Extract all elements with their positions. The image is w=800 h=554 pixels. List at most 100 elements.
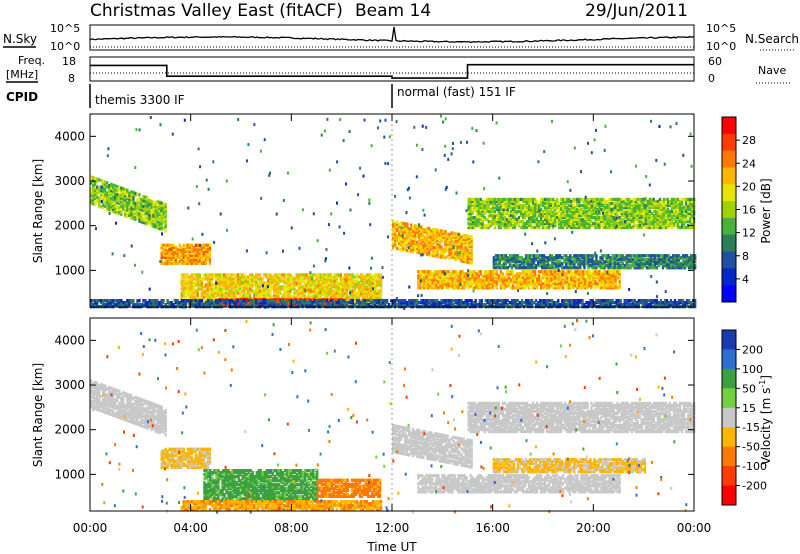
power-cell — [628, 213, 631, 218]
power-cell — [614, 209, 617, 214]
power-cell — [658, 221, 662, 226]
power-cell — [440, 235, 443, 239]
power-cell — [487, 276, 490, 280]
power-cell — [491, 207, 495, 212]
power-cell — [455, 286, 458, 290]
power-cell — [632, 211, 635, 216]
power-cell — [228, 295, 232, 299]
power-cell — [467, 209, 470, 214]
power-cell — [646, 203, 650, 208]
power-cell — [339, 283, 343, 287]
power-cell — [532, 258, 536, 262]
power-cell — [620, 209, 623, 214]
power-cell — [534, 254, 538, 258]
power-cell — [222, 281, 226, 285]
power-cell — [253, 291, 256, 295]
power-cell — [525, 272, 529, 276]
power-cell — [606, 221, 609, 226]
power-cell — [333, 289, 336, 293]
power-cell — [514, 262, 518, 266]
power-cell — [489, 286, 492, 290]
power-cell — [402, 225, 405, 230]
power-cell — [481, 203, 484, 208]
power-cell — [431, 278, 434, 282]
power-cell — [394, 240, 397, 244]
power-cell — [650, 217, 654, 222]
power-cell — [469, 225, 472, 230]
power-cell — [335, 289, 338, 293]
power-cell — [560, 203, 563, 208]
power-cell — [435, 282, 438, 286]
power-cell — [524, 266, 528, 270]
power-cell — [550, 213, 553, 218]
power-cell — [323, 293, 326, 297]
cpid-mode-1: themis 3300 IF — [95, 93, 185, 107]
power-cell — [600, 215, 603, 220]
power-cell — [648, 213, 652, 218]
power-cell — [606, 203, 609, 208]
power-cell — [251, 279, 254, 283]
power-cell — [114, 194, 117, 198]
power-cell — [200, 279, 204, 283]
power-cell — [410, 247, 413, 251]
power-cell — [442, 231, 445, 235]
power-cell — [154, 201, 157, 205]
power-cell — [434, 240, 437, 244]
power-cell — [495, 203, 499, 208]
power-cell — [464, 246, 467, 250]
power-cell — [513, 215, 517, 220]
power-cell — [172, 245, 175, 249]
power-cell — [532, 262, 536, 266]
power-cell — [371, 291, 375, 295]
power-cell — [517, 280, 521, 284]
power-cell — [569, 262, 572, 266]
power-cell — [598, 278, 601, 282]
power-cell — [519, 211, 523, 216]
power-cell — [361, 293, 365, 297]
power-cell — [108, 194, 111, 198]
power-cell — [471, 199, 474, 204]
power-cell — [269, 293, 272, 297]
power-cell — [630, 203, 633, 208]
power-cell — [182, 243, 185, 247]
power-cell — [158, 216, 161, 221]
power-cell — [96, 179, 99, 183]
power-cell — [335, 285, 338, 289]
power-cell — [450, 243, 453, 247]
power-cell — [162, 251, 165, 255]
power-cell — [124, 188, 127, 192]
power-cell — [355, 283, 359, 287]
power-cell — [622, 207, 625, 212]
power-cell — [507, 276, 511, 280]
power-cell — [295, 293, 298, 297]
power-cell — [598, 217, 601, 222]
power-cell — [684, 205, 688, 210]
power-cell — [485, 278, 488, 282]
power-cell — [610, 286, 613, 290]
power-cell — [235, 285, 238, 289]
power-cell — [160, 207, 163, 211]
power-cell — [507, 213, 511, 218]
power-cell — [540, 286, 543, 290]
power-cell — [568, 197, 571, 202]
power-cell — [687, 225, 690, 230]
power-cell — [467, 280, 470, 284]
power-cell — [584, 219, 587, 224]
power-cell — [477, 211, 480, 216]
power-cell — [422, 229, 425, 234]
power-cell — [293, 283, 296, 287]
power-cell — [440, 239, 443, 243]
power-cell — [417, 286, 420, 290]
power-cell — [574, 280, 577, 284]
power-cell — [305, 295, 308, 299]
power-cell — [546, 219, 549, 224]
power-cell — [588, 280, 591, 284]
power-cell — [556, 219, 559, 224]
power-cell — [485, 284, 488, 288]
power-cell — [682, 219, 686, 224]
power-cell — [323, 273, 326, 277]
power-cell — [132, 203, 135, 207]
power-cell — [398, 241, 401, 245]
power-cell — [220, 285, 224, 289]
power-cell — [576, 284, 579, 288]
